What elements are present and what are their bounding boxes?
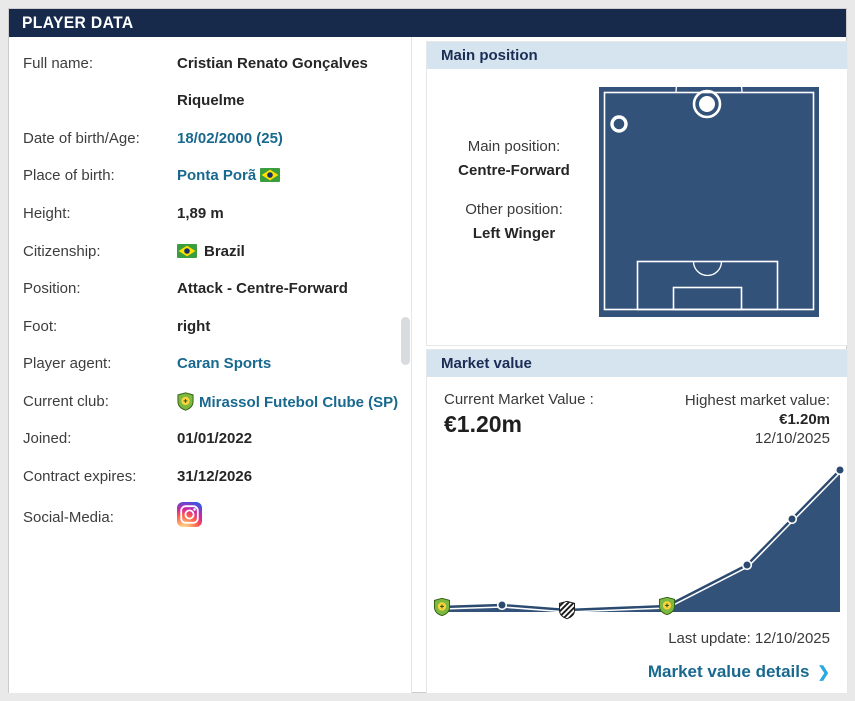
other-position-label: Other position: (465, 201, 563, 218)
current-club-link[interactable]: Mirassol Futebol Clube (SP) (177, 392, 398, 413)
market-value-box: Market value Current Market Value : €1.2… (426, 349, 848, 694)
scrollbar-thumb[interactable] (401, 317, 410, 365)
chart-point-dot (741, 559, 753, 571)
chart-point-dot (786, 513, 798, 525)
position-value: Attack - Centre-Forward (177, 280, 348, 297)
chevron-right-icon: ❯ (817, 664, 830, 681)
main-position-label: Main position: (467, 138, 561, 155)
main-position-box: Main position Main position: Centre-Forw… (426, 41, 848, 346)
player-data-card: PLAYER DATA Full name: Cristian Renato G… (8, 8, 848, 694)
full-name-value: Cristian Renato Gonçalves (177, 55, 368, 72)
other-position-value: Left Winger (472, 225, 556, 242)
player-info-panel: Full name: Cristian Renato Gonçalves Riq… (9, 37, 412, 693)
main-position-header: Main position (427, 42, 847, 69)
penalty-arc (692, 261, 723, 277)
highest-market-value-date: 12/10/2025 (754, 430, 830, 447)
joined-label: Joined: (23, 430, 72, 447)
agent-link[interactable]: Caran Sports (177, 355, 272, 372)
pitch-diagram (599, 87, 819, 317)
agent-label: Player agent: (23, 355, 112, 372)
main-position-header-title: Main position (441, 47, 538, 64)
mirassol-crest-icon (177, 392, 194, 411)
current-market-value-label: Current Market Value : (444, 391, 594, 408)
page-title-bar: PLAYER DATA (9, 9, 846, 37)
market-value-header-title: Market value (441, 355, 532, 372)
market-value-chart (433, 464, 846, 620)
dob-link[interactable]: 18/02/2000 (25) (177, 130, 283, 147)
highest-market-value-label: Highest market value: (684, 392, 830, 409)
highest-market-value: €1.20m (779, 411, 830, 428)
chart-point-dot (834, 464, 846, 476)
page-title: PLAYER DATA (22, 13, 134, 32)
social-media-value (177, 502, 202, 533)
height-label: Height: (23, 205, 71, 222)
social-media-label: Social-Media: (23, 509, 114, 526)
chart-point-figueirense-crest (558, 600, 576, 620)
foot-label: Foot: (23, 318, 58, 335)
full-name-value-2: Riquelme (177, 92, 245, 109)
citizenship-label: Citizenship: (23, 243, 101, 260)
contract-expires-value: 31/12/2026 (177, 468, 253, 485)
chart-markers (433, 464, 846, 620)
main-position-value: Centre-Forward (458, 162, 570, 179)
full-name-label: Full name: (23, 55, 94, 72)
market-value-header: Market value (427, 350, 847, 377)
other-position-marker (610, 115, 628, 133)
position-label: Position: (23, 280, 81, 297)
contract-expires-label: Contract expires: (23, 468, 137, 485)
brazil-flag-icon (260, 168, 281, 182)
chart-point-dot (496, 599, 508, 611)
height-value: 1,89 m (177, 205, 224, 222)
joined-value: 01/01/2022 (177, 430, 253, 447)
chart-area-fill (442, 470, 840, 612)
instagram-icon[interactable] (177, 502, 202, 527)
foot-value: right (177, 318, 211, 335)
chart-point-mirassol-crest (433, 597, 451, 617)
citizenship-value: Brazil (177, 242, 245, 262)
birthplace-link[interactable]: Ponta Porã (177, 166, 281, 186)
dob-label: Date of birth/Age: (23, 130, 140, 147)
last-update-text: Last update: 12/10/2025 (668, 630, 830, 647)
highest-market-value-block: Highest market value: €1.20m 12/10/2025 (685, 391, 830, 448)
goal-area (672, 286, 743, 311)
market-value-details-link[interactable]: Market value details ❯ (647, 662, 830, 681)
position-text-block: Main position: Centre-Forward Other posi… (435, 138, 593, 242)
chart-point-mirassol-crest (658, 596, 676, 616)
current-club-label: Current club: (23, 393, 109, 410)
main-position-marker (692, 89, 722, 119)
birthplace-label: Place of birth: (23, 167, 115, 184)
current-market-value-block: Current Market Value : €1.20m (444, 391, 594, 438)
current-market-value: €1.20m (444, 411, 523, 437)
brazil-flag-icon (177, 244, 197, 258)
